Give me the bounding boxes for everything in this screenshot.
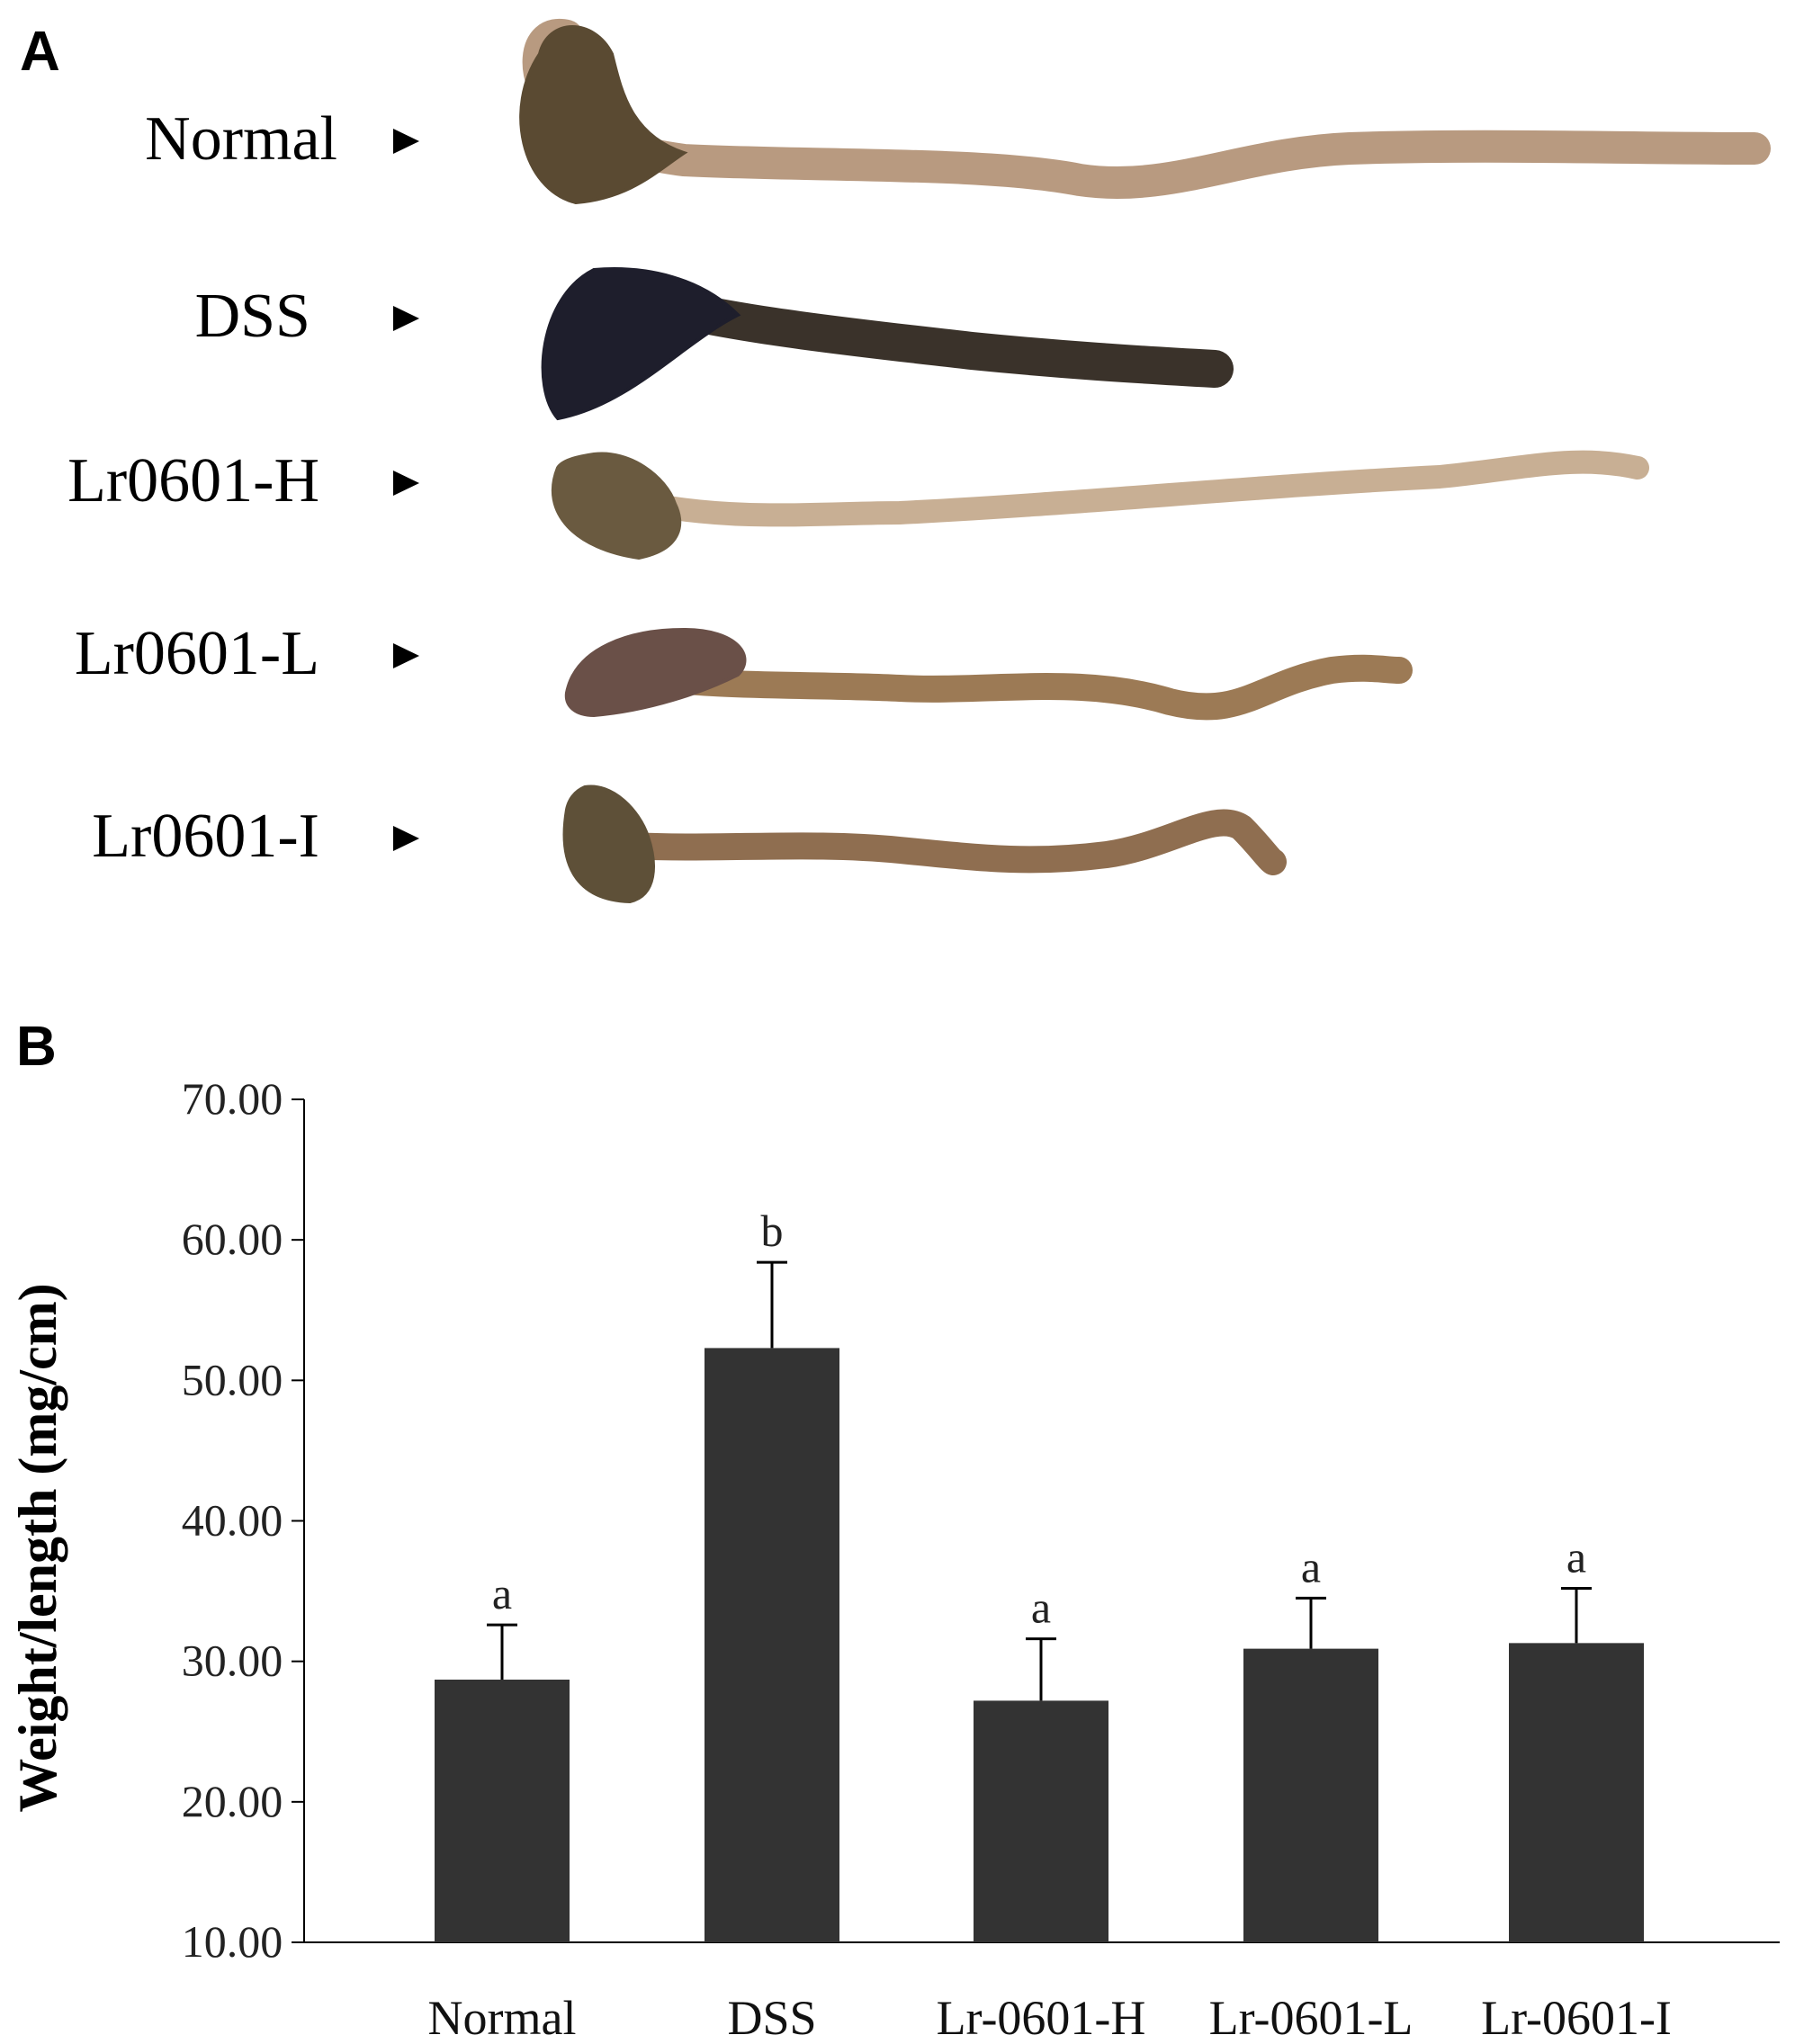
bar-group-1: a Normal	[428, 1568, 577, 2044]
x-tick-label: Lr-0601-L	[1209, 1991, 1414, 2044]
colon-proximal-end	[564, 627, 747, 718]
significance-label: b	[761, 1206, 784, 1256]
bar	[1243, 1648, 1378, 1942]
panel-a-colon-photos: Normal DSS Lr0601-H Lr0601-L Lr0601-I	[67, 19, 1771, 904]
colon-tissue	[522, 19, 1771, 199]
bar	[974, 1700, 1108, 1942]
panel-b-bar-chart: 10.00 20.00 30.00 40.00 50.00 60.00 70.00 Weigh…	[8, 1073, 1780, 2044]
colon-sample-2: DSS	[195, 267, 1234, 421]
colon-sample-5: Lr0601-I	[92, 784, 1287, 904]
x-tick-label: Lr-0601-I	[1481, 1991, 1672, 2044]
sample-label: Lr0601-I	[92, 802, 319, 871]
pointer-arrow-icon	[393, 471, 419, 496]
colon-proximal-end	[552, 452, 682, 560]
pointer-arrow-icon	[393, 643, 419, 668]
y-tick-label: 40.00	[182, 1495, 283, 1546]
bar-group-4: a Lr-0601-L	[1209, 1541, 1414, 2044]
sample-label: Lr0601-H	[67, 446, 319, 515]
x-tick-label: DSS	[727, 1991, 816, 2044]
y-tick-label: 10.00	[182, 1916, 283, 1967]
sample-label: DSS	[195, 282, 310, 351]
significance-label: a	[1031, 1582, 1051, 1633]
y-tick-label: 20.00	[182, 1776, 283, 1826]
bar-group-5: a Lr-0601-I	[1481, 1531, 1672, 2044]
colon-proximal-end	[562, 784, 655, 904]
colon-sample-3: Lr0601-H	[67, 446, 1649, 560]
bar	[705, 1348, 839, 1942]
panel-a-letter: A	[20, 21, 60, 83]
colon-sample-4: Lr0601-L	[75, 619, 1413, 721]
bar	[1509, 1643, 1644, 1942]
x-tick-label: Lr-0601-H	[937, 1991, 1146, 2044]
bar-group-3: a Lr-0601-H	[937, 1582, 1146, 2044]
significance-label: a	[1566, 1531, 1586, 1582]
colon-tissue	[616, 654, 1413, 721]
panel-b-letter: B	[16, 1016, 57, 1078]
colon-tissue	[636, 450, 1649, 527]
y-tick-label: 70.00	[182, 1073, 283, 1124]
sample-label: Lr0601-L	[75, 619, 319, 688]
x-tick-label: Normal	[428, 1991, 577, 2044]
colon-proximal-end	[519, 25, 688, 205]
y-tick-label: 50.00	[182, 1354, 283, 1404]
pointer-arrow-icon	[393, 306, 419, 331]
pointer-arrow-icon	[393, 826, 419, 851]
sample-label: Normal	[145, 104, 337, 174]
colon-proximal-end	[541, 267, 741, 421]
significance-label: a	[492, 1568, 512, 1618]
bar-group-2: b DSS	[705, 1206, 839, 2044]
significance-label: a	[1301, 1541, 1321, 1591]
pointer-arrow-icon	[393, 129, 419, 154]
bar	[435, 1679, 570, 1942]
colon-sample-1: Normal	[145, 19, 1771, 205]
y-axis-label: Weight/length (mg/cm)	[8, 1283, 67, 1812]
colon-tissue	[616, 809, 1287, 875]
y-tick-label: 60.00	[182, 1214, 283, 1264]
y-tick-label: 30.00	[182, 1636, 283, 1686]
